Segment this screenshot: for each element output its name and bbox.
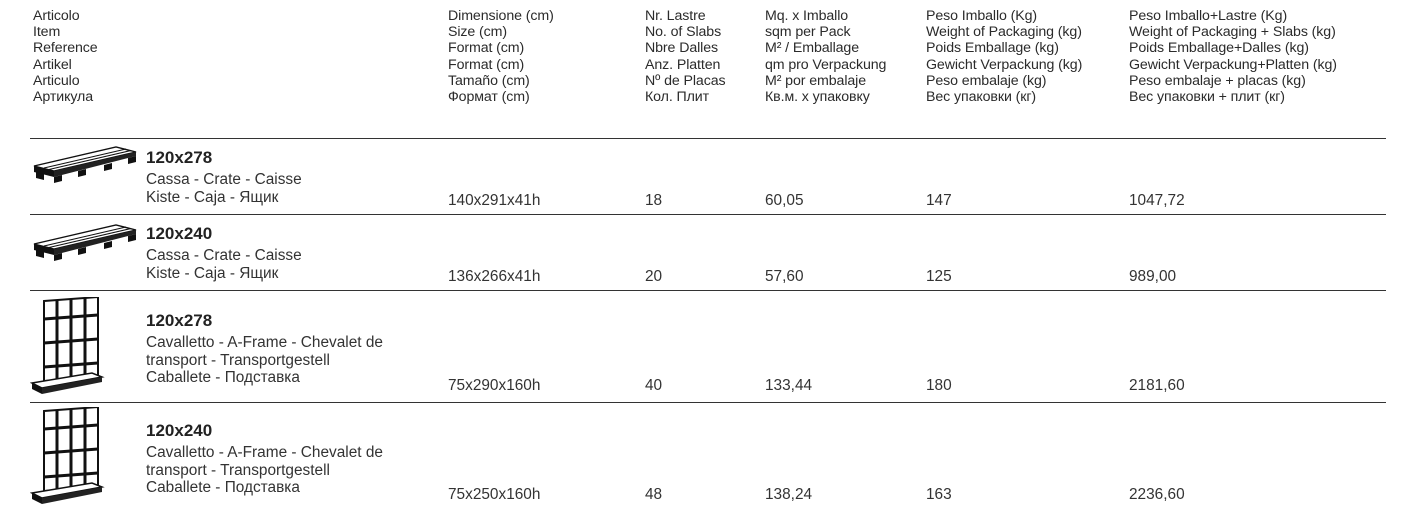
- header-label: Mq. x Imballo: [765, 8, 849, 24]
- header-label: sqm per Pack: [765, 24, 851, 41]
- row-divider: [30, 290, 1386, 291]
- article-format: 120x278: [146, 148, 213, 167]
- cell-sqm: 133,44: [765, 377, 813, 394]
- header-label: Weight of Packaging + Slabs (kg): [1129, 24, 1336, 41]
- header-sqm: Mq. x Imballo sqm per Pack M² / Emballag…: [765, 8, 886, 105]
- header-label: Item: [33, 24, 61, 41]
- header-label: Weight of Packaging (kg): [926, 24, 1082, 41]
- table-row: 120x240 Cavalletto - A-Frame - Chevalet …: [0, 402, 1404, 508]
- article-description: Cassa - Crate - Caisse Kiste - Caja - Ящ…: [146, 247, 446, 282]
- table-row: 120x240 Cassa - Crate - Caisse Kiste - C…: [0, 214, 1404, 289]
- header-label: Anz. Platten: [645, 56, 721, 73]
- article-description: Cavalletto - A-Frame - Chevalet de trans…: [146, 334, 446, 387]
- header-label: Tamaño (cm): [448, 72, 530, 89]
- header-label: Dimensione (cm): [448, 8, 554, 24]
- header-label: Кв.м. х упаковку: [765, 89, 870, 106]
- description-line: Caballete - Подставка: [146, 369, 300, 386]
- header-label: Формат (cm): [448, 89, 530, 106]
- article-format: 120x240: [146, 421, 213, 440]
- cell-slabs: 18: [645, 192, 663, 209]
- header-label: Reference: [33, 40, 98, 57]
- description-line: Cavalletto - A-Frame - Chevalet de: [146, 444, 383, 461]
- header-article: Articolo Item Reference Artikel Articulo…: [33, 8, 98, 105]
- header-label: Кол. Плит: [645, 89, 710, 106]
- article-format: 120x240: [146, 224, 213, 243]
- header-label: Вес упаковки + плит (кг): [1129, 89, 1285, 106]
- cell-packaging-weight: 125: [926, 268, 952, 285]
- header-label: Вес упаковки (кг): [926, 89, 1037, 106]
- cell-slabs: 48: [645, 486, 663, 503]
- description-line: Caballete - Подставка: [146, 479, 300, 496]
- cell-slabs: 20: [645, 268, 663, 285]
- cell-sqm: 57,60: [765, 268, 804, 285]
- cell-sqm: 60,05: [765, 192, 804, 209]
- crate-icon: [33, 146, 137, 183]
- cell-size: 75x250x160h: [448, 486, 541, 503]
- row-divider: [30, 138, 1386, 139]
- table-row: 120x278 Cavalletto - A-Frame - Chevalet …: [0, 290, 1404, 402]
- row-divider: [30, 214, 1386, 215]
- cell-sqm: 138,24: [765, 486, 813, 503]
- header-label: Articulo: [33, 72, 80, 89]
- article-format: 120x278: [146, 311, 213, 330]
- header-label: Artikel: [33, 56, 72, 73]
- cell-size: 140x291x41h: [448, 192, 541, 209]
- cell-size: 136x266x41h: [448, 268, 541, 285]
- header-label: Format (cm): [448, 56, 525, 73]
- header-label: Артикула: [33, 89, 93, 106]
- header-label: M² por embalaje: [765, 72, 867, 89]
- article-description: Cavalletto - A-Frame - Chevalet de trans…: [146, 444, 446, 497]
- description-line: Cassa - Crate - Caisse: [146, 171, 302, 188]
- article-description: Cassa - Crate - Caisse Kiste - Caja - Ящ…: [146, 171, 446, 206]
- a-frame-icon: [30, 297, 105, 394]
- cell-packaging-weight: 163: [926, 486, 952, 503]
- description-line: transport - Transportgestell: [146, 461, 330, 479]
- header-label: Articolo: [33, 8, 80, 24]
- header-label: Peso Imballo+Lastre (Kg): [1129, 8, 1288, 24]
- description-line: Cavalletto - A-Frame - Chevalet de: [146, 334, 383, 351]
- crate-icon: [33, 224, 137, 261]
- header-packaging-weight: Peso Imballo (Kg) Weight of Packaging (k…: [926, 8, 1082, 105]
- table-row: 120x278 Cassa - Crate - Caisse Kiste - C…: [0, 138, 1404, 214]
- header-size: Dimensione (cm) Size (cm) Format (cm) Fo…: [448, 8, 554, 105]
- a-frame-icon: [30, 407, 105, 504]
- header-total-weight: Peso Imballo+Lastre (Kg) Weight of Packa…: [1129, 8, 1337, 105]
- header-label: Peso embalaje (kg): [926, 72, 1047, 89]
- description-line: Cassa - Crate - Caisse: [146, 247, 302, 264]
- header-label: Poids Emballage (kg): [926, 40, 1059, 57]
- header-label: Nr. Lastre: [645, 8, 706, 24]
- header-label: Poids Emballage+Dalles (kg): [1129, 40, 1309, 57]
- header-label: Peso Imballo (Kg): [926, 8, 1038, 24]
- header-label: Nº de Placas: [645, 72, 726, 89]
- row-divider: [30, 402, 1386, 403]
- header-slabs: Nr. Lastre No. of Slabs Nbre Dalles Anz.…: [645, 8, 726, 106]
- header-label: Gewicht Verpackung (kg): [926, 56, 1083, 73]
- header-label: M² / Emballage: [765, 40, 860, 57]
- header-label: No. of Slabs: [645, 24, 722, 41]
- header-label: Size (cm): [448, 24, 508, 41]
- cell-total-weight: 989,00: [1129, 268, 1177, 285]
- cell-packaging-weight: 147: [926, 192, 952, 209]
- header-label: Format (cm): [448, 40, 525, 57]
- header-label: Peso embalaje + placas (kg): [1129, 72, 1306, 89]
- cell-slabs: 40: [645, 377, 663, 394]
- description-line: transport - Transportgestell: [146, 351, 330, 369]
- description-line: Kiste - Caja - Ящик: [146, 188, 279, 206]
- cell-packaging-weight: 180: [926, 377, 952, 394]
- cell-total-weight: 1047,72: [1129, 192, 1185, 209]
- description-line: Kiste - Caja - Ящик: [146, 264, 279, 282]
- cell-total-weight: 2236,60: [1129, 486, 1185, 503]
- cell-total-weight: 2181,60: [1129, 377, 1185, 394]
- header-label: Nbre Dalles: [645, 40, 719, 57]
- header-label: Gewicht Verpackung+Platten (kg): [1129, 56, 1337, 73]
- cell-size: 75x290x160h: [448, 377, 541, 394]
- header-label: qm pro Verpackung: [765, 56, 887, 73]
